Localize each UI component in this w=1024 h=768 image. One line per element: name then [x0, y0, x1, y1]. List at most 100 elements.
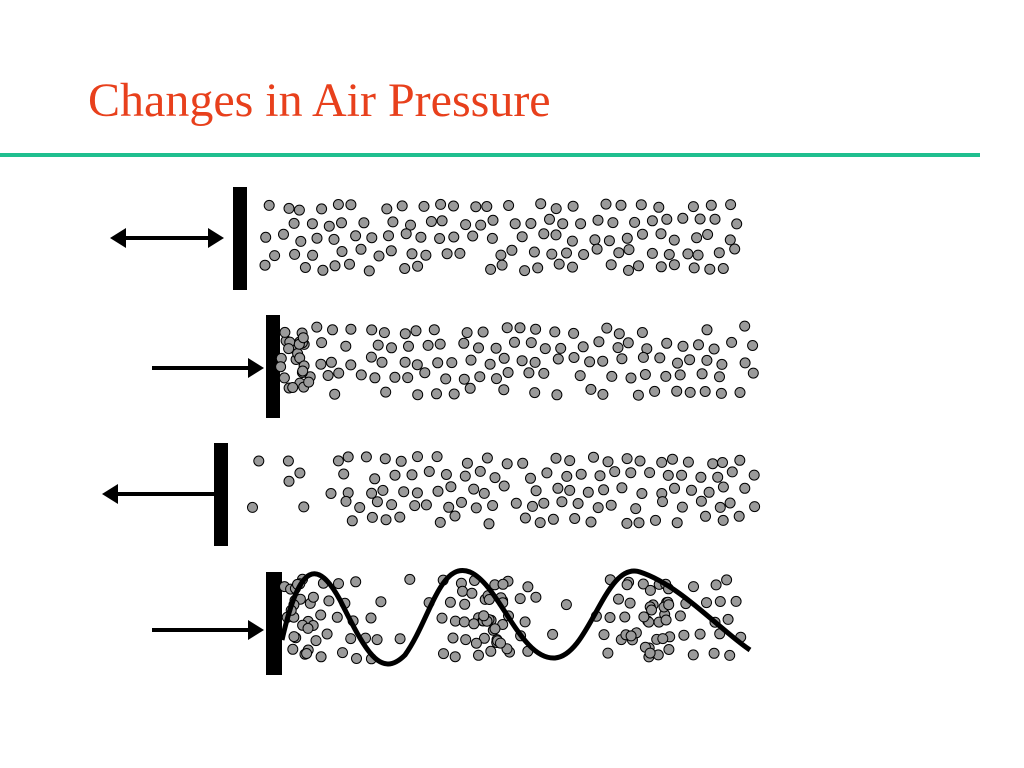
particle [487, 500, 499, 511]
particle [696, 368, 708, 380]
particle [346, 515, 358, 527]
particle [412, 260, 424, 272]
particle [550, 203, 562, 215]
particle [568, 327, 580, 339]
particle [323, 220, 335, 232]
particle [561, 247, 572, 259]
particle [568, 352, 580, 363]
particle [710, 579, 722, 591]
particle [609, 466, 621, 478]
particle [717, 263, 729, 274]
particle [535, 198, 547, 210]
particle [704, 263, 716, 275]
particle [622, 337, 634, 349]
particle [381, 203, 393, 215]
particle [630, 503, 642, 515]
particle [378, 327, 390, 339]
particle [629, 216, 641, 228]
particle [575, 468, 587, 480]
particle [395, 455, 407, 467]
particle [747, 367, 759, 379]
particle [625, 467, 637, 479]
particle [510, 497, 522, 509]
particle [655, 228, 667, 240]
particle [299, 262, 311, 273]
particle [519, 265, 531, 277]
particle [394, 633, 406, 645]
particle [656, 456, 668, 468]
particle [582, 486, 594, 498]
particle [329, 388, 341, 400]
particle [336, 246, 348, 257]
arrow-left [102, 484, 216, 504]
particle [380, 514, 392, 526]
particle [495, 249, 507, 261]
particle [355, 369, 367, 381]
particle [294, 467, 306, 479]
particle [560, 599, 572, 611]
particle [523, 367, 535, 379]
particle [612, 342, 624, 354]
particle [621, 232, 633, 244]
particle [646, 604, 657, 616]
particle [725, 199, 737, 211]
particle [589, 234, 601, 246]
particle [423, 466, 435, 477]
particle [411, 487, 423, 499]
particle [694, 628, 706, 640]
particle [458, 616, 470, 628]
particle [550, 452, 562, 464]
particle [355, 243, 367, 255]
particle [435, 198, 447, 210]
particle [465, 354, 477, 366]
particle [387, 216, 399, 228]
particle [639, 369, 651, 380]
particle [434, 338, 446, 350]
particle [403, 340, 414, 352]
particle [325, 488, 337, 499]
particle [691, 232, 703, 244]
particle [372, 339, 384, 351]
particle [584, 356, 596, 368]
particle [667, 453, 678, 465]
particle [544, 213, 555, 225]
particle [688, 581, 699, 593]
particle [383, 230, 394, 242]
particle [600, 198, 612, 210]
particle [345, 359, 357, 371]
particle [473, 342, 484, 354]
particle [574, 370, 586, 382]
particle [708, 343, 720, 355]
particle [726, 336, 738, 348]
particle [729, 243, 741, 255]
particle [446, 357, 458, 369]
particle [708, 647, 720, 659]
particle [694, 213, 706, 225]
particle [460, 219, 472, 231]
particle [668, 259, 680, 271]
particle [298, 501, 310, 513]
particle [483, 518, 495, 530]
particle [327, 324, 338, 336]
particle [404, 573, 416, 585]
particle [591, 243, 603, 255]
particle [475, 219, 487, 231]
particle [386, 499, 398, 511]
particle [474, 371, 486, 383]
particle [699, 386, 711, 397]
particle [655, 261, 667, 273]
particle [588, 451, 599, 463]
particle [525, 218, 537, 229]
particle [345, 633, 357, 645]
particle [419, 367, 431, 379]
particle [530, 591, 542, 603]
particle [748, 469, 760, 481]
double-arrow [110, 228, 224, 248]
particle [410, 325, 422, 337]
particle [676, 469, 688, 481]
particle [577, 341, 589, 353]
particle [613, 593, 624, 605]
particle [714, 371, 725, 383]
particle [572, 498, 584, 509]
particle [412, 389, 424, 401]
